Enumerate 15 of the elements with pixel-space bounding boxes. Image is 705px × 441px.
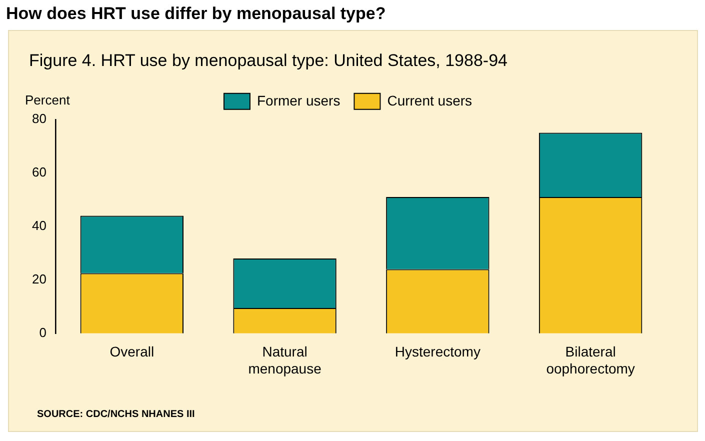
y-tick-label: 20 [32,271,46,286]
x-tick-label: Bilateral oophorectomy [546,344,635,376]
chart-subtitle: Figure 4. HRT use by menopausal type: United States, 1988-94 [29,50,508,70]
chart-title: How does HRT use differ by menopausal type? [5,3,387,25]
x-tick-label: Overall [110,344,154,360]
legend-label: Former users [256,92,340,108]
y-tick-label: 60 [32,164,46,180]
y-axis-title: Percent [25,92,70,108]
legend-label: Current users [387,92,472,108]
y-tick-label: 40 [32,218,46,233]
y-tick-label: 80 [32,110,46,126]
x-tick-label: Hysterectomy [394,344,480,360]
y-tick-label: 0 [39,324,46,340]
x-tick-label: Natural menopause [248,344,322,376]
source-note: SOURCE: CDC/NCHS NHANES III [37,409,196,420]
